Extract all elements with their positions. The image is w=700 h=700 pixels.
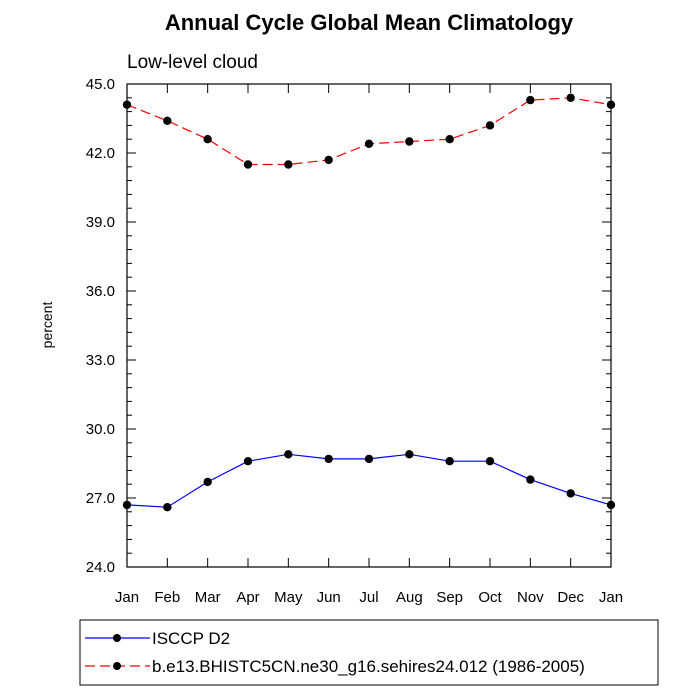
chart-subtitle: Low-level cloud (127, 52, 258, 73)
data-point (485, 121, 495, 130)
y-tick-label: 27.0 (86, 490, 115, 507)
x-tick-label: Aug (396, 589, 423, 606)
data-point (566, 93, 575, 103)
series-0 (122, 450, 616, 512)
data-point (243, 160, 253, 169)
chart-title: Annual Cycle Global Mean Climatology (165, 10, 574, 35)
legend-label-isccp: ISCCP D2 (152, 629, 230, 648)
x-tick-label: Apr (236, 589, 259, 606)
x-tick-label: Oct (478, 589, 502, 606)
x-tick-label: Nov (517, 589, 544, 606)
y-tick-label: 42.0 (86, 145, 115, 162)
x-tick-label: Feb (154, 589, 180, 606)
x-tick-label: Sep (436, 589, 463, 606)
data-point (606, 100, 616, 109)
data-point (324, 155, 333, 165)
data-point (284, 160, 293, 169)
data-point (203, 135, 212, 144)
data-point (243, 457, 253, 466)
x-tick-labels: Jan Feb Mar Apr May Jun Jul Aug Sep Oct Nov Dec Jan (115, 589, 623, 606)
x-tick-label: Jul (359, 589, 378, 606)
data-point (284, 450, 293, 459)
data-point (364, 454, 374, 464)
x-tick-label: Dec (557, 589, 584, 606)
x-tick-label: Jan (599, 589, 623, 606)
data-point (445, 135, 454, 144)
y-tick-label: 33.0 (86, 352, 115, 369)
series-layer (122, 93, 616, 512)
data-point (122, 100, 132, 109)
x-tick-label: Jan (115, 589, 139, 606)
data-point (485, 457, 495, 466)
series-1 (122, 93, 616, 169)
data-point (324, 454, 333, 464)
x-tick-label: Jun (317, 589, 341, 606)
data-point (163, 116, 172, 126)
legend-marker-model (113, 662, 121, 670)
data-point (445, 457, 454, 466)
axis-ticks (126, 83, 612, 568)
legend: ISCCP D2 b.e13.BHISTC5CN.ne30_g16.sehire… (79, 619, 659, 686)
series-line (126, 97, 612, 166)
legend-label-model: b.e13.BHISTC5CN.ne30_g16.sehires24.012 (… (152, 657, 585, 676)
data-point (405, 450, 414, 459)
y-tick-label: 45.0 (86, 76, 115, 93)
x-tick-label: Mar (195, 589, 221, 606)
y-tick-label: 36.0 (86, 283, 115, 300)
y-tick-label: 24.0 (86, 559, 115, 576)
data-point (203, 477, 212, 487)
legend-box (79, 619, 659, 686)
data-point (364, 139, 374, 148)
data-point (566, 489, 575, 498)
y-tick-labels: 24.0 27.0 30.0 33.0 36.0 39.0 42.0 45.0 (86, 76, 115, 576)
data-point (163, 503, 172, 512)
plot-frame (126, 83, 612, 568)
data-point (405, 137, 414, 146)
y-tick-label: 30.0 (86, 421, 115, 438)
legend-marker-isccp (113, 634, 121, 642)
y-tick-label: 39.0 (86, 214, 115, 231)
data-point (526, 475, 535, 484)
data-point (606, 500, 616, 510)
data-point (526, 95, 535, 105)
data-point (122, 500, 132, 510)
x-tick-label: May (274, 589, 303, 606)
y-axis-label: percent (39, 302, 55, 349)
